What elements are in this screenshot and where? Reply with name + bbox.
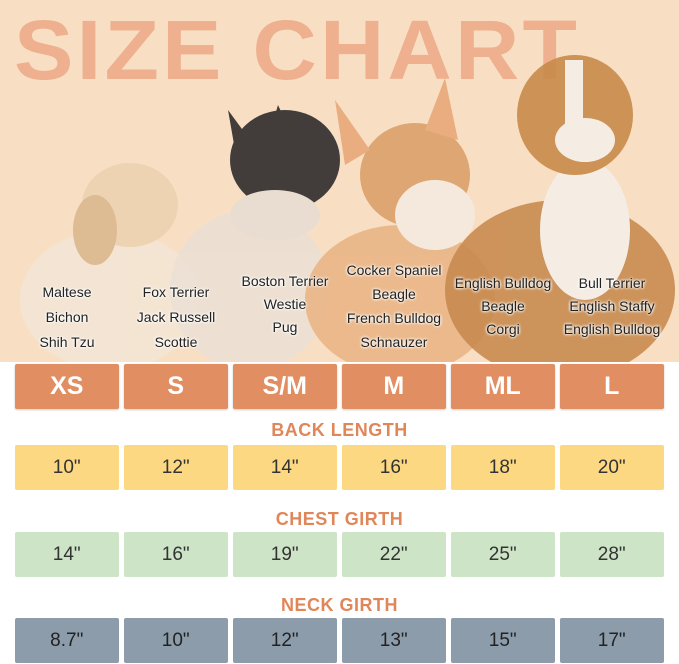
breed: Schnauzer [360,334,428,350]
size-cell: S [124,364,228,409]
dogs-photo [20,55,675,362]
breed-list-ml: English Bulldog Beagle Corgi [448,274,558,362]
page-title: SIZE CHART [14,3,581,97]
value-cell: 14" [15,532,119,577]
breed: English Staffy [569,298,655,314]
breed: English Bulldog [563,321,661,337]
hero-banner: SIZE CHART Maltese [0,0,679,362]
value-cell: 10" [124,618,228,663]
value-cell: 12" [124,445,228,490]
french-bulldog [170,105,340,362]
breed: Beagle [481,298,525,314]
maltese-dog [20,163,200,362]
value-cell: 8.7" [15,618,119,663]
breed-list-xs: Maltese Bichon Shih Tzu [12,250,122,352]
size-cell: L [560,364,664,409]
breed: French Bulldog [346,310,442,326]
breed: Shih Tzu [39,334,95,350]
back-length-label: BACK LENGTH [271,420,408,440]
breed: Boston Terrier [241,273,329,289]
value-cell: 13" [342,618,446,663]
value-cell: 15" [451,618,555,663]
value-cell: 14" [233,445,337,490]
breed: Fox Terrier [142,284,210,300]
value-cell: 28" [560,532,664,577]
value-cell: 16" [124,532,228,577]
breed: Pug [272,319,298,335]
breed-list-sm: Boston Terrier Westie Pug [230,272,340,362]
breed: Bichon [45,309,89,325]
breed: Bull Terrier [578,275,646,291]
breed: Beagle [372,286,416,302]
value-cell: 17" [560,618,664,663]
neck-girth-row: 8.7" 10" 12" 13" 15" 17" [15,618,664,663]
value-cell: 16" [342,445,446,490]
value-cell: 22" [342,532,446,577]
value-cell: 12" [233,618,337,663]
corgi-dog [305,78,495,362]
beagle-dog [445,55,675,362]
chest-girth-label: CHEST GIRTH [275,509,404,529]
breed: English Bulldog [454,275,552,291]
neck-girth-label: NECK GIRTH [281,595,398,615]
size-cell: XS [15,364,119,409]
breed: Scottie [154,334,198,350]
breed: Cocker Spaniel [346,262,442,278]
value-cell: 18" [451,445,555,490]
size-cell: S/M [233,364,337,409]
breed-list-m: Cocker Spaniel Beagle French Bulldog Sch… [339,252,449,352]
back-length-row: 10" 12" 14" 16" 18" 20" [15,445,664,490]
value-cell: 25" [451,532,555,577]
breed: Westie [263,296,307,312]
value-cell: 10" [15,445,119,490]
size-cell: ML [451,364,555,409]
chest-girth-row: 14" 16" 19" 22" 25" 28" [15,532,664,577]
size-row: XS S S/M M ML L [15,364,664,409]
breed-list-l: Bull Terrier English Staffy English Bull… [557,274,667,362]
breed-list-s: Fox Terrier Jack Russell Scottie [121,250,231,352]
value-cell: 20" [560,445,664,490]
breed: Jack Russell [136,309,216,325]
size-cell: M [342,364,446,409]
value-cell: 19" [233,532,337,577]
breed: Maltese [42,284,92,300]
breed: Corgi [486,321,520,337]
